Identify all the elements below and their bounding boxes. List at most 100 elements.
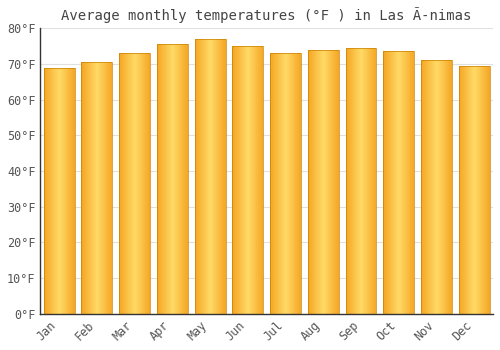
Bar [413,51,414,314]
Bar [130,53,131,314]
Bar [308,50,338,314]
Bar [257,46,258,314]
Bar [47,68,48,314]
Bar [44,68,45,314]
Bar [447,60,448,314]
Bar [174,44,175,314]
Bar [102,62,103,314]
Bar [320,50,321,314]
Bar [314,50,315,314]
Bar [294,53,295,314]
Bar [481,66,482,314]
Bar [234,46,235,314]
Bar [136,53,137,314]
Bar [167,44,168,314]
Bar [204,39,205,314]
Bar [278,53,280,314]
Bar [438,60,439,314]
Bar [235,46,236,314]
Bar [242,46,243,314]
Bar [53,68,54,314]
Bar [250,46,251,314]
Bar [439,60,440,314]
Bar [387,51,388,314]
Bar [95,62,96,314]
Bar [458,66,460,314]
Bar [299,53,300,314]
Bar [73,68,74,314]
Bar [384,51,385,314]
Bar [262,46,264,314]
Bar [474,66,475,314]
Bar [164,44,165,314]
Bar [67,68,68,314]
Bar [129,53,130,314]
Bar [128,53,129,314]
Bar [181,44,182,314]
Bar [214,39,215,314]
Bar [368,48,369,314]
Bar [147,53,148,314]
Bar [108,62,110,314]
Bar [464,66,465,314]
Bar [105,62,106,314]
Bar [207,39,208,314]
Bar [82,62,112,314]
Title: Average monthly temperatures (°F ) in Las Ã­nimas: Average monthly temperatures (°F ) in La… [62,7,472,23]
Bar [145,53,146,314]
Bar [487,66,488,314]
Bar [488,66,489,314]
Bar [346,48,347,314]
Bar [350,48,351,314]
Bar [148,53,149,314]
Bar [346,48,376,314]
Bar [133,53,134,314]
Bar [408,51,410,314]
Bar [241,46,242,314]
Bar [486,66,487,314]
Bar [421,60,452,314]
Bar [401,51,402,314]
Bar [146,53,147,314]
Bar [469,66,470,314]
Bar [222,39,223,314]
Bar [277,53,278,314]
Bar [172,44,173,314]
Bar [175,44,176,314]
Bar [209,39,210,314]
Bar [355,48,356,314]
Bar [441,60,442,314]
Bar [276,53,277,314]
Bar [287,53,288,314]
Bar [205,39,206,314]
Bar [369,48,370,314]
Bar [478,66,479,314]
Bar [140,53,141,314]
Bar [70,68,71,314]
Bar [135,53,136,314]
Bar [311,50,312,314]
Bar [163,44,164,314]
Bar [120,53,121,314]
Bar [390,51,392,314]
Bar [324,50,325,314]
Bar [149,53,150,314]
Bar [92,62,93,314]
Bar [144,53,145,314]
Bar [430,60,431,314]
Bar [251,46,252,314]
Bar [202,39,203,314]
Bar [87,62,88,314]
Bar [319,50,320,314]
Bar [198,39,199,314]
Bar [476,66,478,314]
Bar [352,48,353,314]
Bar [260,46,261,314]
Bar [373,48,374,314]
Bar [353,48,354,314]
Bar [97,62,98,314]
Bar [282,53,283,314]
Bar [465,66,466,314]
Bar [421,60,422,314]
Bar [186,44,187,314]
